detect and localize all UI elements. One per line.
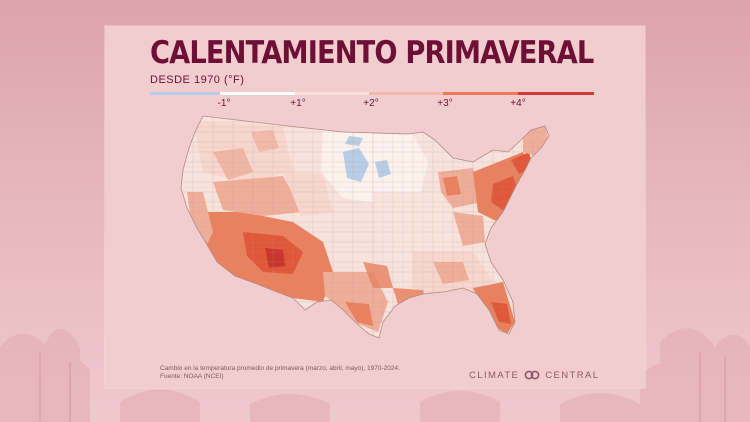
scale-segment-1-2	[295, 92, 369, 95]
scale-segment-cool	[150, 92, 220, 95]
scale-segment-neutral	[220, 92, 295, 95]
map-subtitle: DESDE 1970 (°F)	[150, 74, 245, 86]
infographic-card: CALENTAMIENTO PRIMAVERAL DESDE 1970 (°F)…	[105, 26, 645, 388]
tick-label: +1°	[290, 98, 306, 109]
caption-description: Cambio en la temperatura promedio de pri…	[160, 365, 400, 372]
scale-segment-4-plus	[518, 92, 594, 95]
scale-ticks: -1° +1° +2° +3° +4°	[105, 98, 645, 112]
map-title: CALENTAMIENTO PRIMAVERAL	[150, 35, 594, 71]
tick-label: +2°	[363, 98, 379, 109]
scale-segment-2-3	[369, 92, 443, 95]
tulip-background	[0, 328, 750, 422]
map-caption: Cambio en la temperatura promedio de pri…	[160, 365, 400, 381]
tick-label: +4°	[510, 98, 526, 109]
scale-segment-3-4	[443, 92, 518, 95]
tick-label: +3°	[437, 98, 453, 109]
logo-text-right: CENTRAL	[545, 369, 600, 381]
interlocked-rings-icon	[524, 370, 540, 380]
caption-source: Fuente: NOAA (NCEI)	[160, 373, 224, 380]
color-scale-bar	[150, 92, 594, 95]
us-warming-map	[180, 115, 550, 339]
logo-text-left: CLIMATE	[469, 369, 520, 381]
tick-label: -1°	[217, 98, 231, 109]
climate-central-logo: CLIMATE CENTRAL	[469, 368, 599, 382]
